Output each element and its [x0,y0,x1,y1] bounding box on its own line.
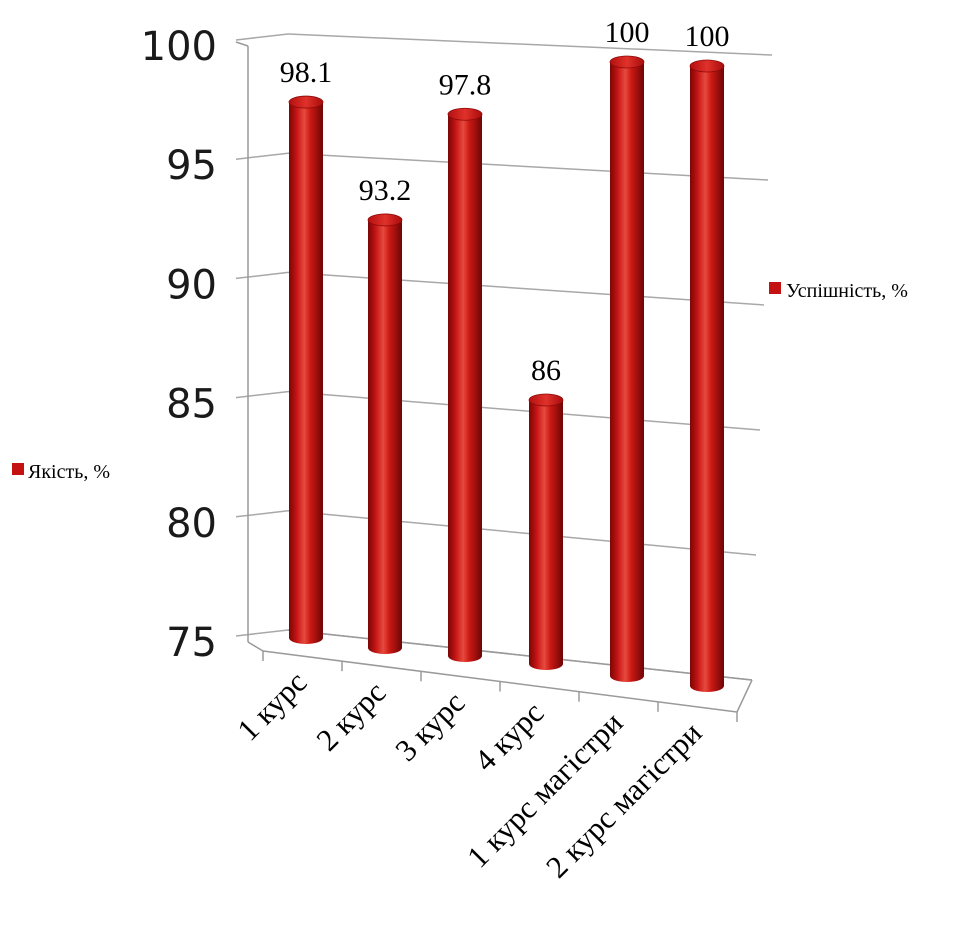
y-tick-label: 85 [166,382,217,428]
bar-5 [689,59,725,692]
gridline-left-2 [235,390,289,399]
data-label: 97.8 [439,68,492,101]
legend-label: Якість, % [28,461,110,483]
bar-body [610,62,644,682]
gridline-1 [287,510,757,556]
axes [235,41,753,722]
legend-item-1: Успішність, % [769,280,908,302]
bars [288,55,725,692]
gridline-left-3 [235,271,289,280]
bar-0 [288,95,324,644]
data-label: 93.2 [359,174,412,207]
gridline-left-1 [235,510,289,518]
gridline-left-5 [235,33,289,41]
y-tick-label: 80 [166,501,217,547]
gridline-left-0 [235,629,289,637]
gridline-2 [287,390,761,431]
floor-back-edge [287,629,753,681]
data-label: 98.1 [280,56,333,89]
y-tick-label: 90 [166,262,217,308]
x-tick-label: 4 курс [467,695,550,778]
bar-1 [367,213,403,654]
x-tick-label: 2 курс магістри [539,715,708,884]
data-label: 100 [685,20,730,53]
bar-cap [367,213,403,227]
gridline-4 [287,152,769,181]
bar-cap [288,95,324,109]
y-axis-cap [235,41,249,47]
y-tick-labels: 75 80 85 90 95 100 [141,24,217,666]
x-tick-label: 1 курс магістри [460,705,629,874]
bar-body [690,66,724,692]
floor-right-edge [736,679,753,713]
y-tick-label: 100 [141,24,217,70]
bar-4 [609,55,645,682]
bar-body [368,219,402,654]
bar-3 [528,393,564,670]
bar-cap [609,55,645,69]
bar-cap [689,59,725,73]
bar-body [529,400,563,670]
data-label: 100 [605,16,650,49]
legend-item-0: Якість, % [12,461,110,483]
legend: Якість, % Успішність, % [12,280,908,483]
floor-left-edge [247,641,264,652]
data-label: 86 [531,354,561,387]
x-tick-label: 2 курс [309,674,392,757]
y-tick-label: 75 [166,620,217,666]
legend-label: Успішність, % [786,280,908,302]
x-tick-label: 3 курс [388,685,471,768]
gridline-3 [287,271,765,306]
bar-cap [528,393,564,407]
y-tick-label: 95 [166,143,217,189]
data-labels: 98.1 93.2 97.8 86 100 100 [280,16,730,387]
bar-body [289,102,323,644]
bar-2 [447,107,483,663]
bar-cap [447,107,483,121]
x-tick-label: 1 курс [230,664,313,747]
gridline-left-4 [235,152,289,160]
legend-swatch [769,282,781,294]
bar-body [448,114,482,663]
gridline-5 [287,33,773,56]
legend-swatch [12,463,24,475]
